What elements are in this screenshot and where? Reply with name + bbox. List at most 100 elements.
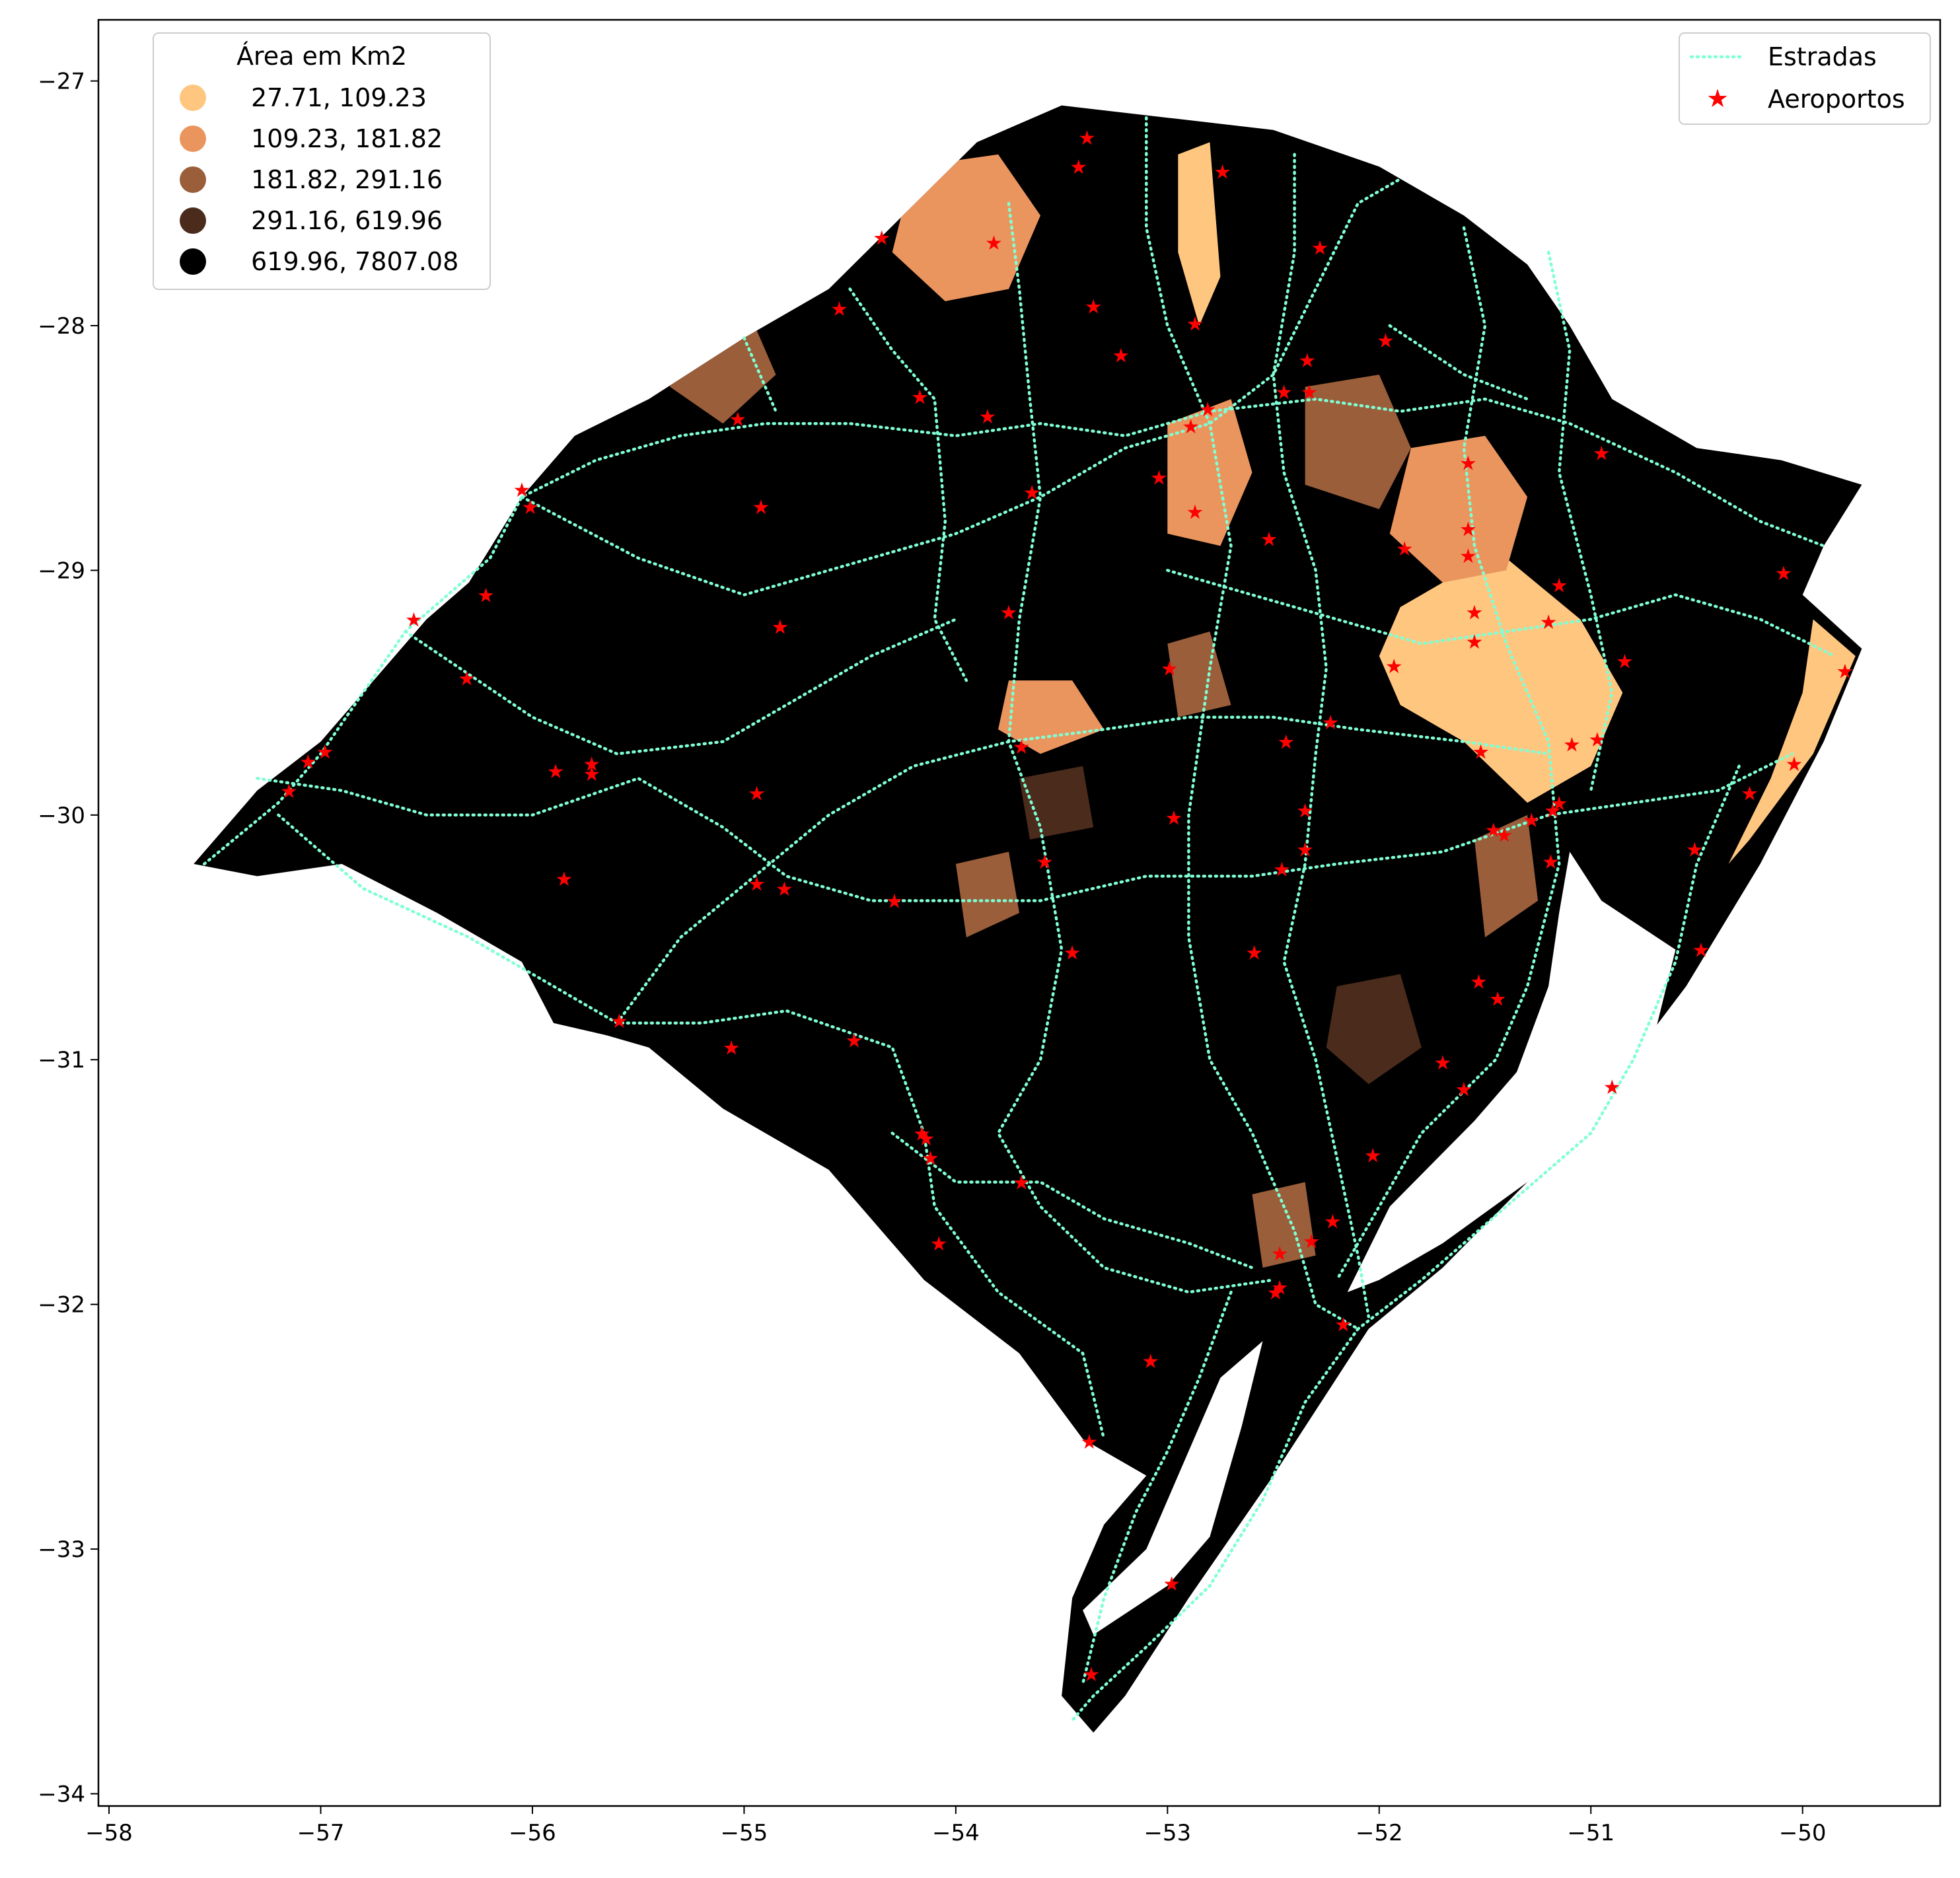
airport-marker-30: ★ [1459,545,1477,568]
y-axis: −27 −28 −29 −30 −31 −32 −33 −34 [38,69,98,1807]
airport-marker-40: ★ [1616,651,1634,674]
airport-marker-61: ★ [1544,799,1562,822]
airport-marker-35: ★ [1466,601,1484,624]
airport-marker-11: ★ [1298,349,1316,373]
airport-marker-2: ★ [1214,161,1231,184]
road-2 [277,813,1106,1441]
airport-marker-97: ★ [1266,1282,1284,1305]
airport-marker-89: ★ [922,1147,939,1170]
airport-marker-4: ★ [873,227,890,250]
y-tick-label: −28 [38,313,85,340]
airport-marker-96: ★ [1271,1277,1289,1300]
airport-marker-66: ★ [1495,824,1513,848]
airport-marker-73: ★ [748,873,766,896]
road-16 [1166,569,1836,658]
airport-marker-39: ★ [1466,631,1484,654]
airport-marker-50: ★ [1588,729,1606,752]
airport-marker-13: ★ [1199,398,1217,421]
airport-marker-52: ★ [316,741,334,764]
x-tick-label: −52 [1356,1820,1403,1846]
airport-marker-70: ★ [1542,851,1560,874]
road-18 [890,1132,1254,1270]
area-zone-7 [1728,619,1856,864]
airport-marker-79: ★ [1470,971,1488,994]
airport-marker-76: ★ [1064,941,1081,964]
airport-marker-17: ★ [978,406,996,429]
airport-marker-8: ★ [1186,312,1204,336]
airport-marker-6: ★ [830,298,848,321]
airport-marker-27: ★ [1459,519,1477,542]
airport-marker-55: ★ [583,753,600,776]
x-tick-label: −56 [509,1820,556,1846]
airport-marker-67: ★ [1296,839,1314,862]
airport-marker-82: ★ [846,1030,863,1053]
airport-marker-38: ★ [1540,611,1558,634]
road-8 [1546,250,1614,793]
y-tick-label: −27 [38,69,85,95]
airport-marker-60: ★ [1296,799,1314,822]
area-zone-15 [1474,814,1539,937]
area-legend-swatch [180,126,206,152]
area-legend-swatch [180,85,206,111]
airport-marker-0: ★ [1078,127,1096,150]
airport-marker-90: ★ [1364,1145,1382,1168]
road-0 [202,397,1825,866]
airport-marker-84: ★ [1434,1052,1451,1075]
airport-marker-74: ★ [776,878,793,901]
airport-marker-43: ★ [458,667,476,690]
x-tick-label: −55 [721,1820,768,1846]
road-3 [520,177,1402,596]
airport-marker-41: ★ [1161,658,1179,681]
area-zone-0 [1379,558,1623,803]
airport-marker-68: ★ [1036,851,1054,874]
road-11 [1081,1290,1233,1686]
y-tick-label: −31 [38,1047,85,1073]
area-legend-items: 27.71, 109.23 109.23, 181.82 181.82, 291.1… [180,83,458,276]
airport-marker-93: ★ [930,1233,948,1256]
road-6 [1272,153,1371,1318]
airport-marker-88: ★ [918,1128,935,1151]
airport-marker-101: ★ [1163,1573,1180,1596]
airport-marker-19: ★ [1459,452,1477,475]
airport-marker-78: ★ [1692,939,1710,962]
airport-marker-37: ★ [771,616,789,639]
road-1 [256,752,1794,902]
area-legend-label: 181.82, 291.16 [251,165,443,194]
airport-marker-32: ★ [1550,575,1568,598]
airport-marker-58: ★ [748,783,766,806]
roads-legend-label: Estradas [1768,42,1877,71]
area-legend-swatch [180,207,206,234]
road-10 [1070,1327,1360,1722]
area-legend-swatch [180,166,206,193]
airport-marker-91: ★ [1013,1172,1031,1195]
plot-frame [97,18,1942,1807]
airport-marker-65: ★ [1484,819,1502,842]
airport-marker-100: ★ [1080,1431,1098,1454]
area-zone-6 [998,680,1105,754]
airport-marker-31: ★ [1774,562,1792,585]
area-zone-9 [1326,974,1422,1085]
airport-marker-95: ★ [1271,1243,1289,1266]
y-tick-label: −29 [38,558,85,584]
airport-marker-14: ★ [1275,381,1293,404]
airport-marker-46: ★ [1472,741,1490,764]
airport-marker-28: ★ [1260,528,1278,551]
area-zone-4 [1167,399,1252,546]
airport-marker-57: ★ [280,780,298,803]
x-axis: −58 −57 −56 −55 −54 −53 −52 −51 −50 [85,1806,1827,1846]
airport-marker-63: ★ [1165,807,1182,830]
area-legend: Área em Km2 27.71, 109.23 109.23, 181.82 1… [153,32,491,290]
airport-marker-94: ★ [1303,1230,1321,1253]
airport-marker-56: ★ [1785,753,1803,776]
airport-marker-75: ★ [885,890,903,914]
layers-legend: Estradas ★ Aeroportos [1679,32,1931,125]
airport-marker-85: ★ [1455,1079,1473,1102]
airport-marker-51: ★ [299,750,317,774]
airports-legend-label: Aeroportos [1768,85,1905,114]
airport-marker-3: ★ [985,232,1003,255]
area-legend-title: Área em Km2 [236,42,407,71]
road-5 [1145,116,1360,1330]
y-tick-label: −30 [38,803,85,829]
airport-marker-29: ★ [1396,538,1414,561]
